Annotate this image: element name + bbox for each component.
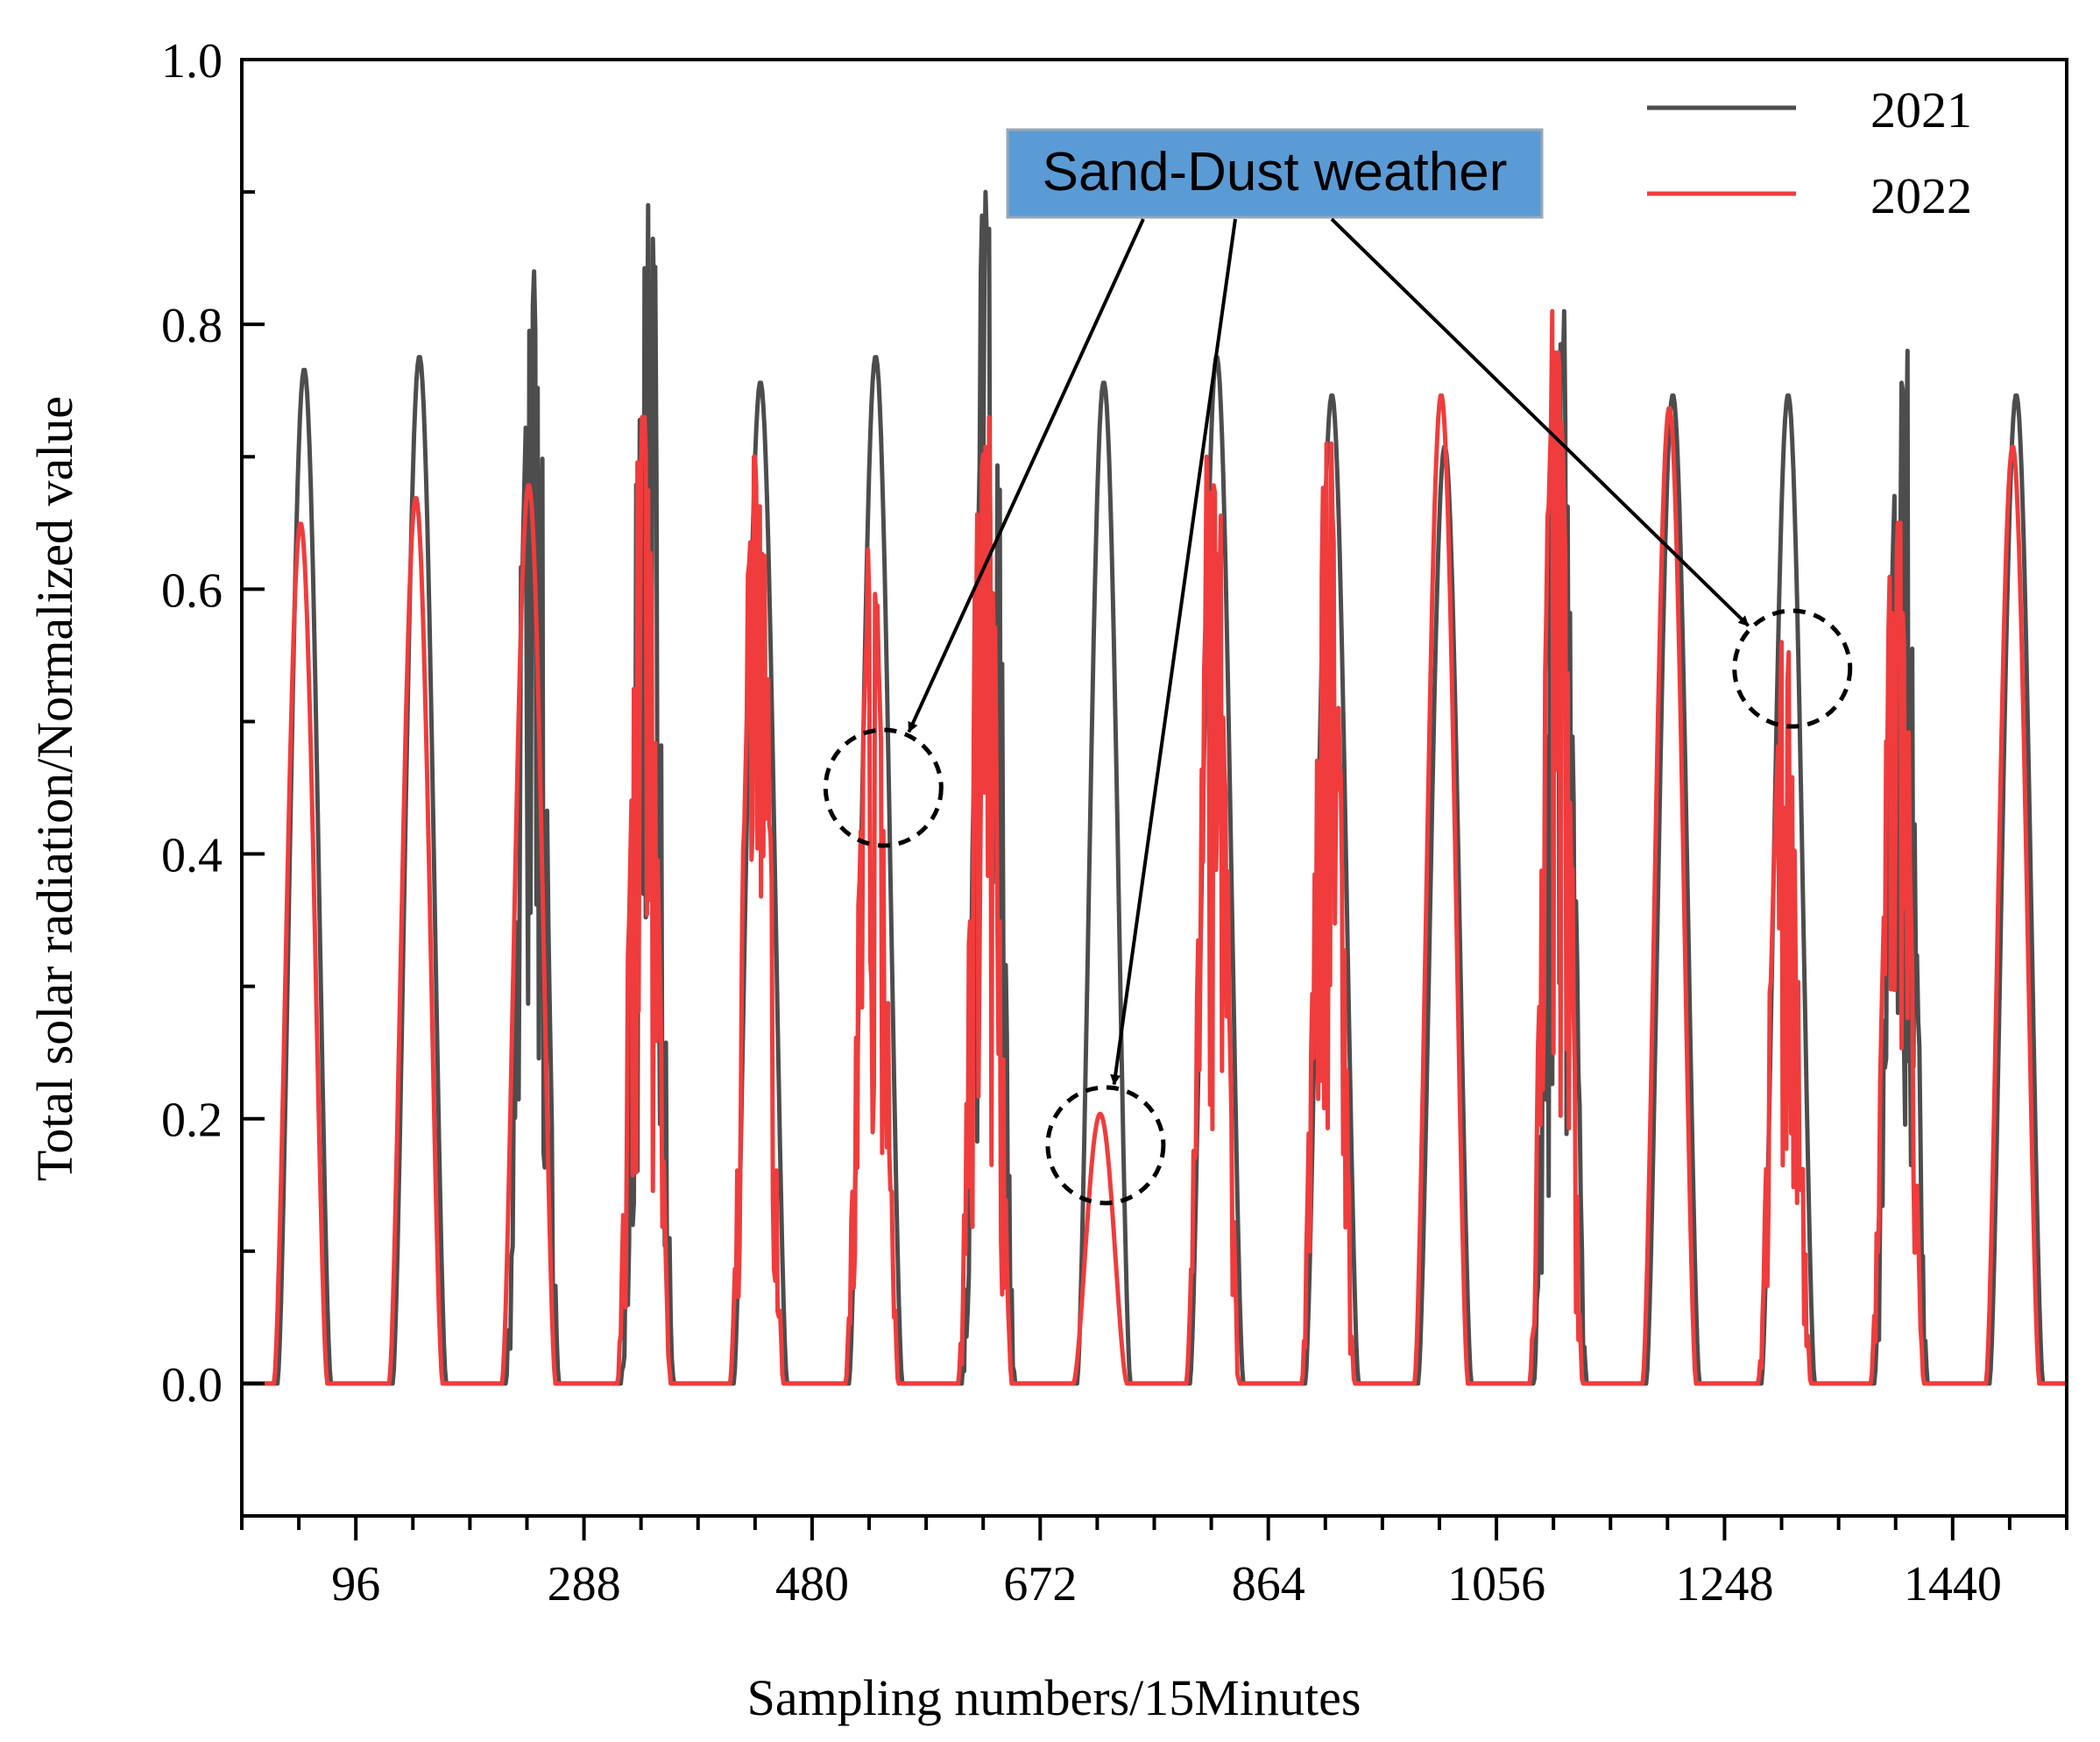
y-tick-label: 0.4 <box>161 829 223 883</box>
legend: 2021 2022 <box>1647 81 1972 224</box>
y-axis-title: Total solar radiation/Normalized value <box>26 396 83 1181</box>
legend-label-2022: 2022 <box>1870 167 1972 224</box>
x-tick-label: 96 <box>331 1557 380 1611</box>
annotation-label: Sand-Dust weather <box>1043 142 1508 202</box>
annotation-arrow <box>1330 217 1750 627</box>
annotation-arrow <box>1110 218 1237 1086</box>
y-tick-label: 1.0 <box>161 34 223 89</box>
x-tick-label: 672 <box>1003 1557 1077 1611</box>
x-tick-label: 864 <box>1232 1557 1305 1611</box>
x-axis: 96 288 480 672 864 1056 1248 1440 <box>240 1516 2068 1611</box>
dust-event-circle <box>1045 1085 1166 1206</box>
x-tick-label: 1248 <box>1675 1557 1773 1611</box>
legend-label-2021: 2021 <box>1870 81 1972 138</box>
x-tick-label: 480 <box>775 1557 849 1611</box>
annotation-arrow <box>907 218 1145 733</box>
y-tick-label: 0.6 <box>161 563 223 618</box>
annotation-layer: Sand-Dust weather <box>823 128 1853 1206</box>
series-layer <box>242 189 2067 1386</box>
x-tick-label: 1440 <box>1904 1557 2002 1611</box>
series-line-2022 <box>242 308 2067 1386</box>
x-axis-title: Sampling numbers/15Minutes <box>747 1669 1361 1726</box>
y-axis: 0.0 0.2 0.4 0.6 0.8 1.0 <box>161 34 265 1518</box>
annotation-box <box>1006 128 1544 219</box>
dust-event-circle <box>1732 608 1853 729</box>
y-tick-label: 0.0 <box>161 1358 223 1413</box>
y-tick-label: 0.2 <box>161 1094 223 1148</box>
dust-event-circle <box>823 727 944 848</box>
y-tick-label: 0.8 <box>161 299 223 353</box>
x-tick-label: 288 <box>548 1557 621 1611</box>
x-tick-label: 1056 <box>1447 1557 1545 1611</box>
